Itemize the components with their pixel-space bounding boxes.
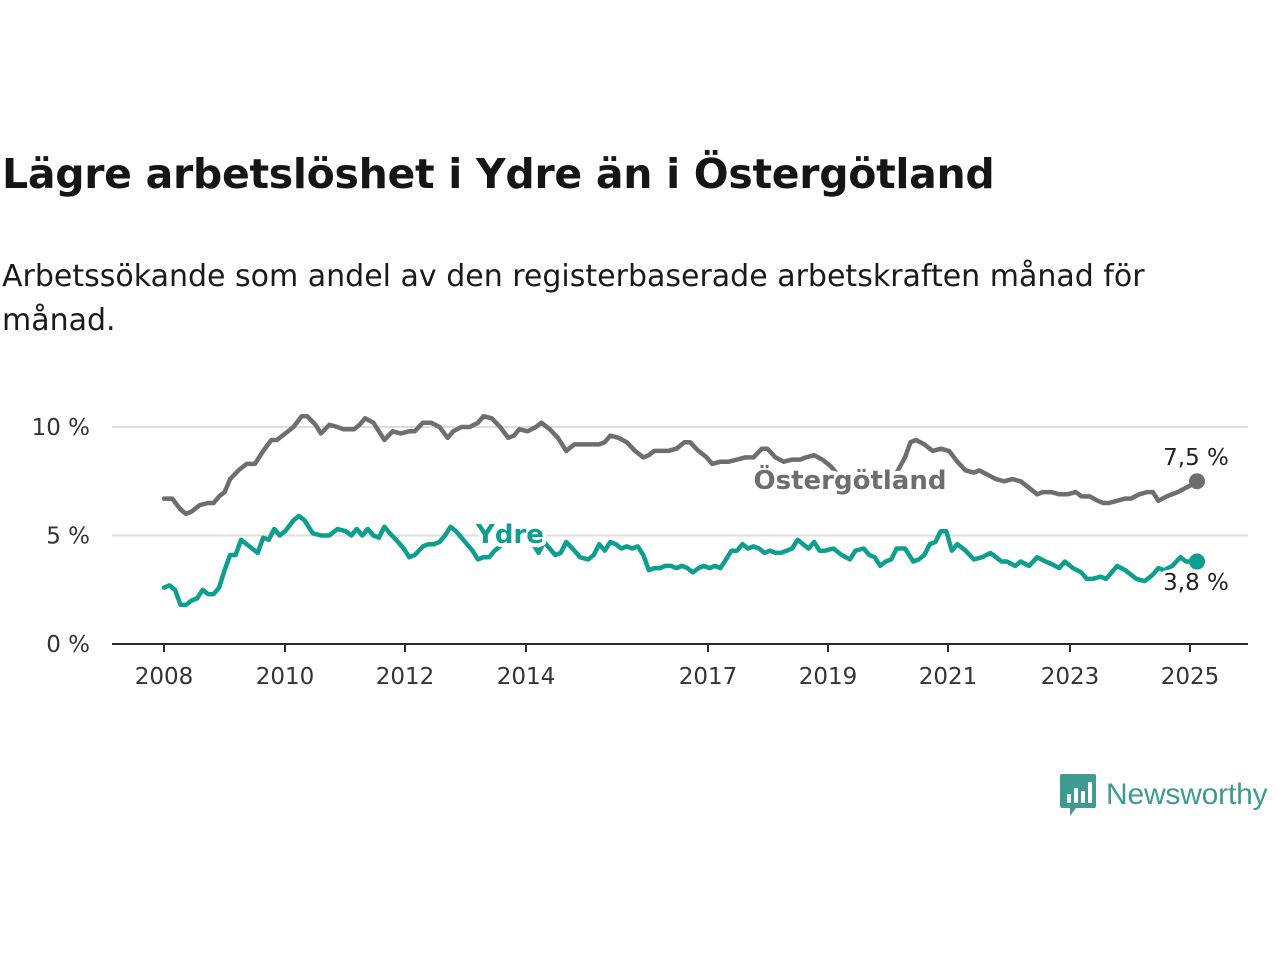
end-label-halo: 7,5 % (1163, 445, 1229, 471)
x-tick-label: 2010 (256, 664, 315, 690)
x-tick-label: 2025 (1161, 664, 1220, 690)
y-tick-label: 10 % (32, 415, 90, 441)
series-end-point (1189, 553, 1205, 570)
y-tick-label: 0 % (46, 632, 90, 658)
series-name-label: Ydre (475, 520, 544, 550)
series-label-halo: Östergötland (754, 463, 947, 496)
line-chart: 0 %5 %10 % 2008 2010 2012 2014 2017 2019 2021 2… (32, 413, 1248, 690)
x-tick-label: 2023 (1041, 664, 1100, 690)
series-lines (161, 413, 1205, 608)
series-end-value-label: 7,5 % (1163, 445, 1229, 471)
x-tick-label: 2021 (919, 664, 978, 690)
gridlines (112, 426, 1248, 537)
page-title: Lägre arbetslöshet i Ydre än i Östergötl… (2, 150, 995, 198)
x-tick-label: 2019 (799, 664, 858, 690)
x-axis-ticks: 2008 2010 2012 2014 2017 2019 2021 2023 2025 (135, 644, 1220, 690)
end-label-halo: 3,8 % (1163, 570, 1229, 596)
y-axis-ticks: 0 % 5 % 10 % (32, 415, 90, 658)
y-tick-label: 5 % (46, 524, 90, 550)
series-line-stergtland (161, 413, 1200, 517)
logo-text: Newsworthy (1106, 778, 1268, 811)
bar-chart-speech-bubble-icon (1060, 774, 1096, 816)
series-end-value-label: 3,8 % (1163, 570, 1229, 596)
x-tick-label: 2014 (497, 664, 556, 690)
newsworthy-logo: Newsworthy (1058, 772, 1268, 818)
series-line-ydre (161, 513, 1200, 608)
x-tick-label: 2017 (679, 664, 738, 690)
x-tick-label: 2008 (135, 664, 194, 690)
series-name-label: Östergötland (754, 463, 947, 496)
series-label-halo: Ydre (475, 520, 544, 550)
chart-subtitle: Arbetssökande som andel av den registerb… (2, 259, 1145, 338)
x-tick-label: 2012 (376, 664, 435, 690)
series-end-point (1189, 473, 1205, 490)
